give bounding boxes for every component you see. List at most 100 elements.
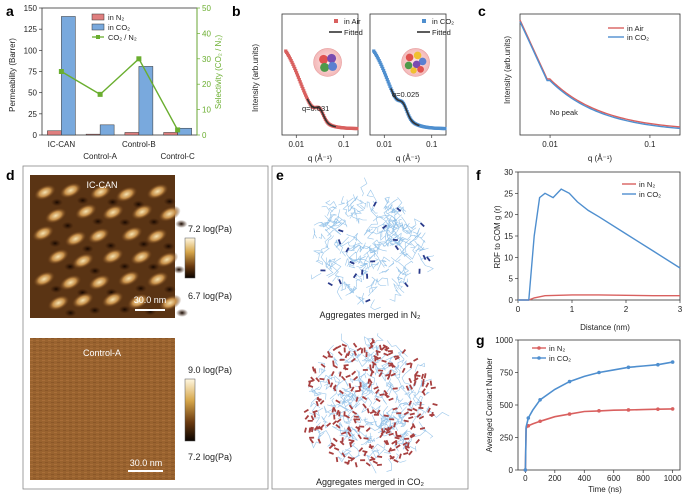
gas-molecule xyxy=(425,382,430,388)
aggregate-chain xyxy=(394,373,402,387)
aggregate-chain xyxy=(354,373,365,384)
afm-colorbar-bottom xyxy=(184,378,196,442)
aggregate-chain xyxy=(324,228,332,249)
gas-molecule xyxy=(392,238,398,242)
afm-bright-domain xyxy=(74,203,98,220)
aggregate-chain xyxy=(345,284,353,292)
gas-molecule xyxy=(341,343,347,348)
aggregate-chain xyxy=(393,222,408,235)
afm-dark-domain xyxy=(163,197,176,206)
gas-molecule xyxy=(328,444,334,450)
aggregate-chain xyxy=(324,215,333,226)
chart-f-legend-n2: in N₂ xyxy=(639,180,655,189)
chart-b2-point xyxy=(380,64,384,69)
aggregate-chain xyxy=(313,389,322,397)
aggregate-chain xyxy=(361,385,371,396)
afm-label-ic-can: IC-CAN xyxy=(87,180,118,190)
aggregate-chain xyxy=(376,241,389,247)
chart-f-xtick-label: 1 xyxy=(570,305,575,314)
aggregate-chain xyxy=(425,391,430,395)
gas-molecule xyxy=(370,260,376,263)
aggregate-chain xyxy=(401,430,411,441)
aggregate-chain xyxy=(388,260,395,268)
afm-bright-domain xyxy=(33,184,57,201)
gas-molecule xyxy=(352,342,358,348)
gas-molecule xyxy=(359,425,365,428)
chart-b1-point xyxy=(303,91,307,95)
aggregate-chain xyxy=(353,207,362,216)
afm-scalebar-top-label: 30.0 nm xyxy=(134,295,167,305)
gas-molecule xyxy=(403,411,409,416)
afm-dark-domain xyxy=(134,284,147,293)
afm-bright-domain xyxy=(146,271,169,288)
gas-molecule xyxy=(415,438,420,444)
chart-f-ytick-label: 5 xyxy=(509,275,514,284)
gas-molecule xyxy=(410,434,416,439)
aggregate-chain xyxy=(420,428,434,439)
afm-dark-domain xyxy=(81,244,94,253)
chart-b1-annotation: q=0.031 xyxy=(302,104,329,113)
aggregate-chain xyxy=(321,205,330,216)
gas-molecule xyxy=(396,207,402,212)
chart-a-category-label: IC-CAN xyxy=(48,140,76,149)
gas-molecule xyxy=(311,366,315,372)
gas-molecule xyxy=(384,427,390,432)
chart-b2-sphere-dot xyxy=(418,57,427,66)
gas-molecule xyxy=(392,387,398,390)
chart-b1-frame xyxy=(281,13,359,136)
gas-molecule xyxy=(353,415,359,418)
gas-molecule xyxy=(412,407,418,412)
aggregate-co2 xyxy=(303,333,450,474)
aggregate-chain xyxy=(417,247,426,252)
aggregate-chain xyxy=(360,396,373,407)
aggregate-chain xyxy=(369,244,380,254)
chart-f-ytick-label: 0 xyxy=(509,296,514,305)
aggregate-chain xyxy=(364,417,370,426)
chart-g-xtick-label: 1000 xyxy=(664,474,682,483)
aggregate-chain xyxy=(371,276,389,286)
afm-bright-domain xyxy=(127,293,150,310)
afm-bright-domain xyxy=(130,248,153,266)
aggregate-chain xyxy=(397,414,405,424)
chart-g-legend-marker xyxy=(537,346,541,350)
afm-dark-domain xyxy=(50,198,63,207)
aggregate-chain xyxy=(417,253,434,260)
aggregate-chain xyxy=(388,388,401,402)
gas-molecule xyxy=(366,273,369,279)
gas-molecule xyxy=(348,383,352,389)
chart-b2-sphere-dot xyxy=(412,60,421,69)
aggregate-chain xyxy=(376,410,389,421)
aggregate-chain xyxy=(391,419,400,426)
gas-molecule xyxy=(415,374,421,378)
gas-molecule xyxy=(407,408,413,412)
aggregate-chain xyxy=(360,177,368,197)
aggregate-chain xyxy=(359,199,367,210)
gas-molecule xyxy=(330,371,335,377)
gas-molecule xyxy=(369,364,372,370)
gas-molecule xyxy=(363,347,366,353)
chart-b1-point xyxy=(288,57,292,61)
chart-f-xtick-label: 2 xyxy=(624,305,629,314)
chart-c: Intensity (arb.units) 0.01 0.1 q (Å⁻¹) in A… xyxy=(503,13,681,163)
gas-molecule xyxy=(414,370,419,376)
gas-molecule xyxy=(314,427,320,430)
aggregate-chain xyxy=(323,405,333,415)
gas-molecule xyxy=(354,462,358,468)
chart-g-point xyxy=(597,370,601,375)
chart-a-category-label: Control-B xyxy=(122,140,156,149)
afm-scalebar-top xyxy=(135,309,165,311)
chart-g-point xyxy=(526,416,531,420)
chart-b2-point xyxy=(382,69,386,73)
aggregate-chain xyxy=(379,260,387,268)
aggregate-chain xyxy=(370,299,381,311)
chart-b1-point xyxy=(296,75,300,79)
aggregate-chain xyxy=(389,289,402,302)
chart-b2-sphere-dot xyxy=(405,53,414,62)
aggregate-chain xyxy=(332,426,346,432)
aggregate-chain xyxy=(371,443,386,452)
aggregate-chain xyxy=(399,432,409,435)
gas-molecule xyxy=(336,345,342,349)
afm-colorbar-top-max: 7.2 log(Pa) xyxy=(188,224,232,234)
aggregate-chain xyxy=(325,430,334,447)
chart-b1-point xyxy=(291,62,295,67)
